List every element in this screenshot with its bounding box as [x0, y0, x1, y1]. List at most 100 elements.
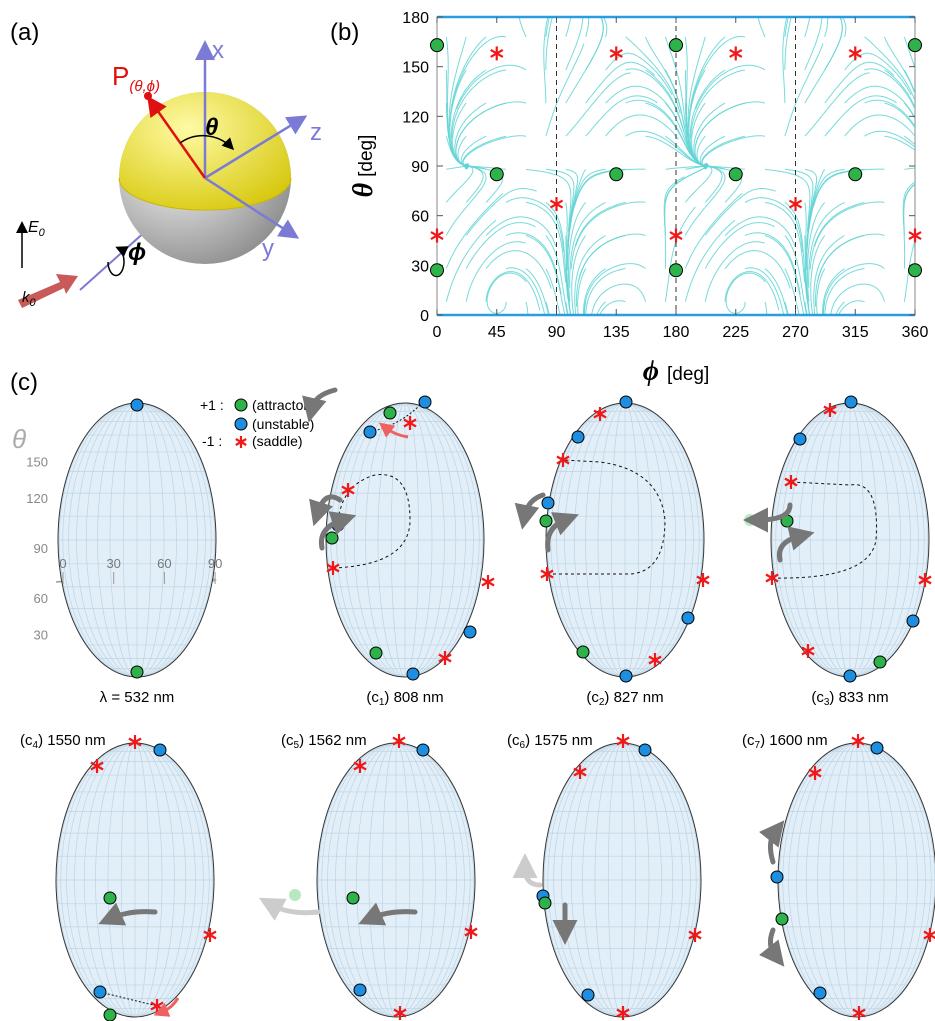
sphere-projection	[56, 735, 216, 1021]
streamline	[783, 0, 791, 103]
legend-name: (unstable)	[252, 416, 314, 432]
sphere-projection	[289, 734, 477, 1020]
streamline	[665, 207, 695, 302]
caption: (c1) 808 nm	[366, 689, 443, 708]
theta-tick-label: 60	[34, 591, 48, 606]
y-tick-label: 90	[411, 159, 429, 176]
attractor	[540, 515, 552, 527]
streamline	[566, 14, 603, 103]
caption: (c3) 833 nm	[811, 689, 888, 708]
attractor	[104, 1009, 116, 1021]
streamline	[725, 272, 779, 311]
streamline	[463, 136, 526, 168]
streamline	[456, 102, 526, 146]
unstable-point	[771, 871, 783, 883]
saddle	[491, 46, 503, 60]
saddle	[236, 436, 246, 448]
streamline	[805, 0, 812, 37]
saddle	[482, 575, 494, 589]
streamline	[785, 0, 802, 70]
streamline	[805, 14, 842, 103]
streamline	[446, 193, 503, 268]
x-tick-label: 360	[902, 324, 929, 341]
sphere-projection	[537, 734, 701, 1020]
attractor	[104, 892, 116, 904]
unstable-point	[417, 744, 429, 756]
unstable-point	[364, 426, 376, 438]
panel-label: (a)	[10, 19, 39, 46]
unstable-point	[419, 396, 431, 408]
x-label: x	[212, 37, 224, 64]
x-tick-label: 45	[488, 324, 506, 341]
y-tick-label: 180	[402, 10, 429, 27]
unstable-point	[582, 989, 594, 1001]
theta-tick-label: 150	[26, 454, 48, 469]
streamline	[726, 273, 765, 313]
sphere-projection	[326, 396, 494, 680]
phi-tick-label: 0	[59, 556, 66, 571]
caption-text: ) 1600 nm	[760, 732, 828, 749]
sphere-projection	[744, 396, 931, 682]
sphere-grid	[56, 743, 214, 1017]
unstable-point	[845, 396, 857, 408]
attractor	[431, 264, 444, 277]
sphere-grid	[543, 743, 701, 1017]
unstable-point	[639, 744, 651, 756]
streamline	[694, 103, 725, 166]
streamline	[486, 272, 540, 311]
attractor	[131, 666, 143, 678]
streamline	[830, 284, 884, 329]
point-label: P(θ,ϕ)	[112, 61, 160, 95]
attractor	[539, 897, 551, 909]
streamline	[569, 0, 589, 37]
caption-text: ) 808 nm	[384, 689, 443, 706]
sphere-grid	[58, 403, 216, 677]
x-tick-label: 135	[603, 324, 630, 341]
y-label: y	[262, 235, 274, 262]
unstable-point	[620, 670, 632, 682]
caption-text: λ = 532 nm	[100, 689, 175, 706]
streamline	[546, 0, 563, 70]
panel-label: (b)	[330, 19, 359, 46]
legend-name: (attractor)	[252, 397, 313, 413]
unstable-point	[407, 668, 419, 680]
x-tick-label: 225	[722, 324, 749, 341]
caption-text: ) 833 nm	[829, 689, 888, 706]
attractor	[490, 168, 503, 181]
streamline	[466, 223, 535, 269]
streamline	[452, 37, 506, 107]
attractor	[849, 168, 862, 181]
saddle	[849, 46, 861, 60]
streamline	[885, 103, 935, 166]
caption: (c6) 1575 nm	[507, 732, 593, 751]
streamline	[518, 0, 545, 37]
faded-attractor	[744, 514, 756, 526]
streamline	[904, 70, 935, 163]
y-tick-label: 0	[420, 308, 429, 325]
y-tick-label: 150	[402, 60, 429, 77]
streamline	[606, 115, 679, 139]
caption: (c7) 1600 nm	[742, 732, 828, 751]
phi-tick-label: 60	[157, 556, 171, 571]
flow-arrow	[525, 495, 543, 515]
streamline	[805, 0, 822, 70]
unstable-point	[620, 396, 632, 408]
theta-tick-label: 120	[26, 491, 48, 506]
streamline	[695, 102, 765, 146]
caption: (c2) 827 nm	[586, 689, 663, 708]
streamline	[808, 0, 828, 37]
flow-arrow	[770, 930, 775, 955]
streamline	[685, 166, 725, 235]
streamline	[526, 169, 571, 231]
unstable-point	[844, 670, 856, 682]
sphere-grid	[546, 403, 704, 677]
unstable-point	[354, 984, 366, 996]
faded-attractor	[289, 889, 301, 901]
streamline	[466, 165, 484, 203]
attractor	[577, 646, 589, 658]
legend-unstable	[235, 418, 247, 430]
caption-text: ) 1575 nm	[525, 732, 593, 749]
legend-charge: -1 :	[202, 433, 222, 449]
streamline	[700, 136, 725, 168]
streamline	[566, 0, 583, 70]
